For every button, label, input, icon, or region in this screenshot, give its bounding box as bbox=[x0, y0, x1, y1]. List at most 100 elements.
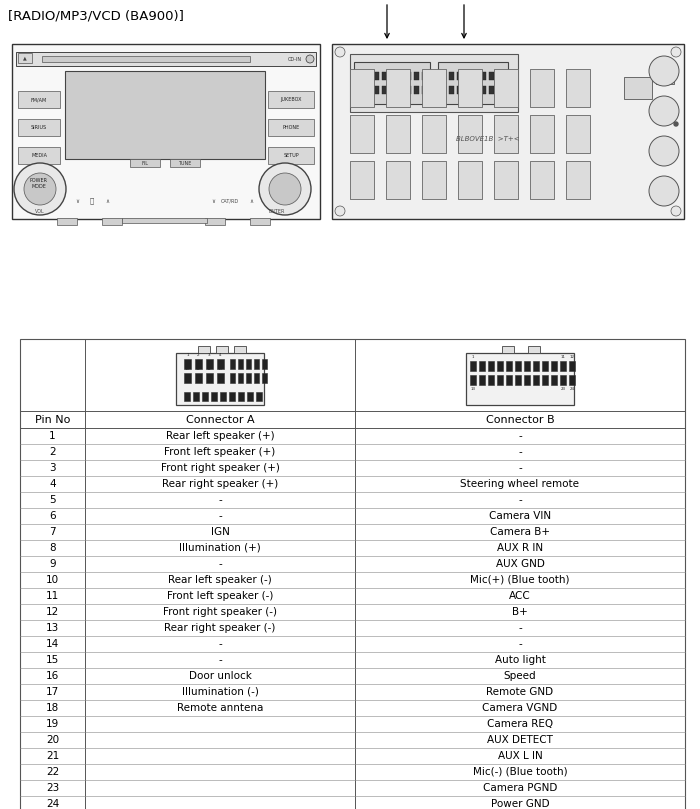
Text: SIRIUS: SIRIUS bbox=[31, 125, 47, 130]
Bar bbox=[195, 359, 202, 369]
Text: 3: 3 bbox=[208, 353, 211, 357]
Bar bbox=[398, 72, 403, 80]
Bar bbox=[350, 161, 374, 199]
Bar bbox=[350, 54, 518, 112]
Bar bbox=[422, 72, 427, 80]
Text: 2: 2 bbox=[49, 447, 56, 457]
Circle shape bbox=[24, 173, 56, 205]
Bar bbox=[127, 71, 167, 79]
Bar bbox=[457, 72, 462, 80]
Bar bbox=[542, 375, 548, 385]
Text: PHONE: PHONE bbox=[282, 125, 300, 130]
Text: -: - bbox=[518, 623, 522, 633]
Bar bbox=[414, 86, 419, 94]
Bar bbox=[358, 86, 363, 94]
Circle shape bbox=[269, 173, 301, 205]
Bar bbox=[473, 86, 478, 94]
Text: Remote GND: Remote GND bbox=[486, 687, 554, 697]
Text: -: - bbox=[518, 639, 522, 649]
Bar bbox=[366, 86, 371, 94]
Bar bbox=[624, 77, 652, 99]
Circle shape bbox=[335, 206, 345, 216]
Text: VOL: VOL bbox=[35, 209, 45, 214]
Text: 17: 17 bbox=[46, 687, 59, 697]
Text: BLBOVE1B  >T+<: BLBOVE1B >T+< bbox=[456, 136, 520, 142]
Text: 4: 4 bbox=[219, 353, 222, 357]
Text: Camera PGND: Camera PGND bbox=[483, 783, 557, 793]
Bar bbox=[198, 346, 210, 353]
Text: ∧: ∧ bbox=[249, 198, 253, 204]
Bar bbox=[422, 69, 446, 107]
Text: 6: 6 bbox=[49, 511, 56, 521]
Bar bbox=[256, 392, 262, 401]
Text: 11: 11 bbox=[561, 355, 566, 359]
Text: ▲: ▲ bbox=[23, 56, 27, 61]
Text: AUX DETECT: AUX DETECT bbox=[487, 735, 553, 745]
Text: Steering wheel remote: Steering wheel remote bbox=[461, 479, 580, 489]
Text: [RADIO/MP3/VCD (BA900)]: [RADIO/MP3/VCD (BA900)] bbox=[8, 9, 184, 22]
Bar bbox=[102, 218, 122, 225]
Bar bbox=[422, 161, 446, 199]
Bar bbox=[390, 86, 395, 94]
Text: 9: 9 bbox=[49, 559, 56, 569]
Text: Illumination (-): Illumination (-) bbox=[181, 687, 258, 697]
Bar bbox=[497, 86, 502, 94]
Text: 19: 19 bbox=[46, 719, 59, 729]
Bar bbox=[449, 72, 454, 80]
Bar bbox=[262, 359, 267, 369]
Text: 10: 10 bbox=[46, 575, 59, 585]
Text: ENTER: ENTER bbox=[269, 209, 285, 214]
Bar bbox=[502, 346, 514, 353]
Bar bbox=[57, 218, 77, 225]
Text: TUNE: TUNE bbox=[178, 160, 192, 166]
Circle shape bbox=[14, 163, 66, 215]
Text: IGN: IGN bbox=[211, 527, 230, 537]
Bar bbox=[481, 72, 486, 80]
Bar bbox=[470, 361, 476, 371]
Text: Power GND: Power GND bbox=[491, 799, 550, 809]
Text: 7: 7 bbox=[49, 527, 56, 537]
Bar bbox=[386, 69, 410, 107]
Bar bbox=[195, 373, 202, 383]
Bar bbox=[569, 375, 575, 385]
Bar bbox=[422, 86, 427, 94]
Bar bbox=[268, 119, 314, 136]
Text: Illumination (+): Illumination (+) bbox=[179, 543, 261, 553]
Bar bbox=[449, 86, 454, 94]
Text: Rear left speaker (-): Rear left speaker (-) bbox=[168, 575, 272, 585]
Bar bbox=[350, 115, 374, 153]
Bar bbox=[193, 392, 199, 401]
Text: 16: 16 bbox=[46, 671, 59, 681]
Text: Mic(-) (Blue tooth): Mic(-) (Blue tooth) bbox=[473, 767, 567, 777]
Bar bbox=[18, 175, 60, 192]
Circle shape bbox=[649, 136, 679, 166]
Bar bbox=[530, 69, 554, 107]
Text: 3: 3 bbox=[49, 463, 56, 473]
Bar bbox=[205, 218, 225, 225]
Bar bbox=[530, 115, 554, 153]
Text: 1: 1 bbox=[49, 431, 56, 441]
Text: Remote anntena: Remote anntena bbox=[177, 703, 263, 713]
Bar bbox=[130, 159, 160, 167]
Bar bbox=[20, 339, 685, 809]
Bar bbox=[382, 86, 387, 94]
Bar bbox=[268, 91, 314, 108]
Bar bbox=[18, 91, 60, 108]
Bar bbox=[350, 69, 374, 107]
Text: -: - bbox=[518, 431, 522, 441]
Text: ∨: ∨ bbox=[75, 198, 79, 204]
Text: Front right speaker (-): Front right speaker (-) bbox=[163, 607, 277, 617]
Bar bbox=[560, 361, 566, 371]
Text: CAT/RD: CAT/RD bbox=[221, 198, 239, 204]
Bar bbox=[184, 373, 191, 383]
Bar bbox=[390, 72, 395, 80]
Bar bbox=[122, 218, 207, 223]
Text: POWER
MODE: POWER MODE bbox=[30, 178, 48, 188]
Bar bbox=[458, 161, 482, 199]
Text: AUX L IN: AUX L IN bbox=[498, 751, 542, 761]
Text: FM/AM: FM/AM bbox=[31, 97, 47, 102]
Bar bbox=[386, 115, 410, 153]
Text: 12: 12 bbox=[207, 367, 212, 371]
Text: 12: 12 bbox=[570, 355, 575, 359]
Text: 18: 18 bbox=[46, 703, 59, 713]
